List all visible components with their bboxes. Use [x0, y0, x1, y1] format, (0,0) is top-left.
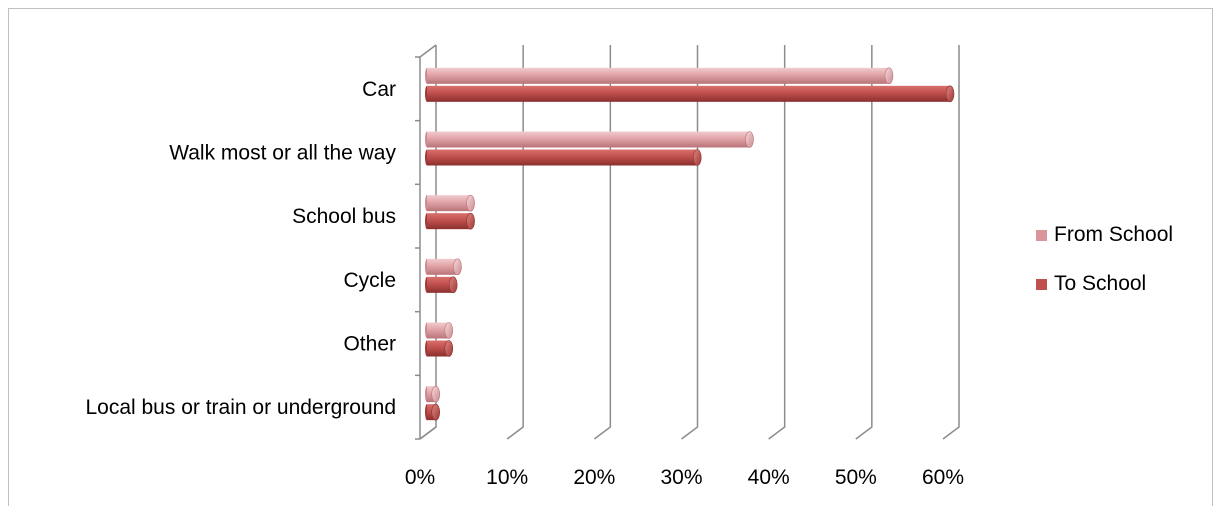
legend-label: To School: [1054, 272, 1147, 295]
legend-item: To School: [1036, 271, 1173, 297]
x-gridline: [855, 45, 873, 440]
x-gridline: [419, 45, 437, 440]
bar-from-school: [425, 131, 754, 148]
x-tick-label: 50%: [835, 466, 877, 489]
x-tick-label: 30%: [660, 466, 702, 489]
x-gridline: [593, 45, 612, 440]
legend-swatch: [1036, 229, 1047, 241]
legend-item: From School: [1036, 222, 1173, 248]
x-tick-label: 0%: [405, 466, 435, 489]
bar-from-school: [425, 385, 441, 403]
bar-to-school: [425, 340, 454, 357]
category-axis-top: [419, 44, 437, 58]
x-gridline: [768, 45, 786, 440]
x-tick-label: 60%: [922, 466, 964, 489]
x-tick-label: 40%: [748, 466, 790, 489]
bar-to-school: [425, 276, 458, 294]
bar-to-school: [425, 149, 702, 166]
legend-label: From School: [1054, 223, 1174, 246]
x-gridline: [506, 45, 524, 440]
x-tick-label: 20%: [573, 466, 615, 489]
category-label: Other: [343, 333, 396, 356]
bar-from-school: [425, 67, 894, 85]
legend: From School To School: [1036, 222, 1173, 320]
x-tick-label: 10%: [486, 466, 528, 489]
x-gridline: [942, 45, 960, 440]
category-axis: [419, 57, 437, 440]
category-label: Cycle: [343, 269, 396, 292]
category-label: School bus: [292, 205, 396, 228]
bar-to-school: [425, 403, 441, 421]
category-label: Walk most or all the way: [169, 142, 396, 165]
bar-from-school: [425, 322, 454, 339]
bar-to-school: [425, 212, 475, 230]
bar-from-school: [425, 194, 475, 212]
category-label: Local bus or train or underground: [85, 396, 396, 419]
category-label: Car: [362, 78, 396, 101]
x-gridline: [681, 45, 699, 440]
bar-to-school: [425, 85, 955, 103]
legend-swatch: [1036, 278, 1047, 290]
chart-frame: [8, 8, 1213, 506]
bar-from-school: [425, 258, 462, 276]
